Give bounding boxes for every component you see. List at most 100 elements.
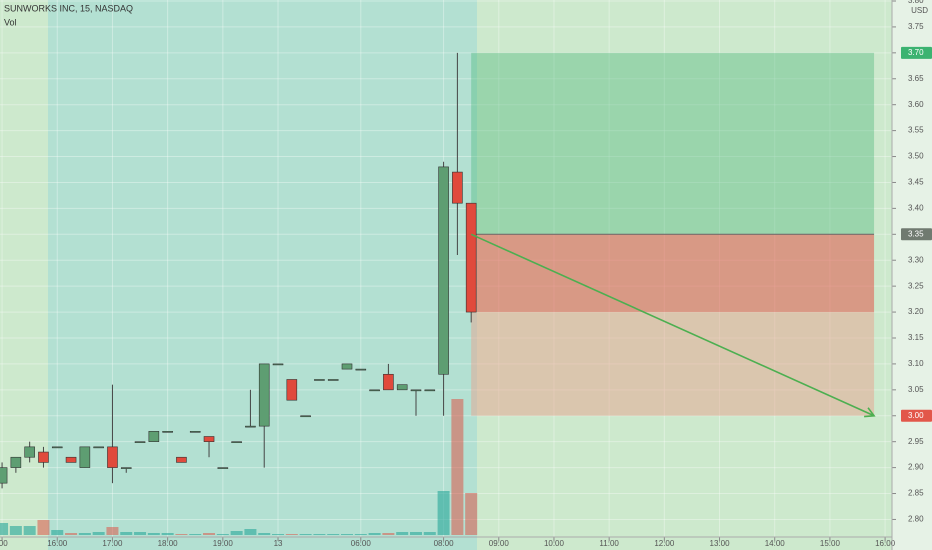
candle-body (355, 368, 367, 371)
candle-body (79, 446, 91, 468)
x-tick-label: 09:00 (489, 539, 510, 548)
volume-bar (147, 533, 160, 535)
x-tick-label: 11:00 (599, 539, 619, 548)
x-tick-label: 13 (274, 539, 283, 548)
candle-body (245, 425, 256, 428)
y-tick-label: 2.80 (908, 515, 924, 524)
candle-body (258, 363, 270, 427)
candle-body (189, 431, 201, 433)
candle-body (107, 446, 118, 468)
y-tick-label: 3.50 (908, 152, 924, 161)
volume-bar (23, 526, 36, 535)
price-tag-label: 3.35 (908, 229, 924, 238)
candle-body (300, 415, 311, 418)
volume-bar (106, 527, 119, 535)
candle-body (162, 431, 173, 433)
y-tick-label: 3.05 (908, 385, 924, 394)
candle-body (465, 202, 477, 313)
candle-body (231, 441, 242, 443)
candle-body (341, 363, 353, 370)
x-tick-label: 10:00 (544, 539, 565, 548)
x-tick-label: 16:00 (47, 539, 68, 548)
stop-zone (471, 234, 875, 313)
y-tick-label: 3.20 (908, 307, 924, 316)
candle-body (24, 446, 35, 458)
candle-body (383, 373, 394, 391)
volume-bar (134, 532, 147, 535)
y-tick-label: 2.90 (908, 463, 924, 472)
x-tick-label: 13:00 (710, 539, 731, 548)
x-tick-label: 16:00 (875, 539, 896, 548)
volume-bar (451, 399, 464, 535)
volume-bar (189, 534, 202, 535)
volume-bar (354, 534, 367, 535)
volume-bar (285, 534, 298, 535)
volume-bar (216, 534, 229, 535)
y-tick-label: 3.45 (908, 178, 924, 187)
y-tick-label: 3.30 (908, 255, 924, 264)
x-tick-label: 15:00 (820, 539, 841, 548)
candle-body (51, 446, 63, 449)
x-tick-label: 14:00 (765, 539, 786, 548)
candle-body (203, 436, 215, 442)
candle-body (65, 456, 77, 463)
volume-bar (437, 491, 450, 535)
volume-bar (230, 531, 243, 535)
x-tick-label: 17:00 (102, 539, 123, 548)
volume-bar (341, 534, 354, 535)
volume-bar (465, 493, 478, 535)
volume-bar (244, 529, 257, 535)
volume-bar (409, 532, 422, 535)
volume-bar (423, 532, 436, 535)
y-tick-label: 3.55 (908, 126, 924, 135)
volume-bar (368, 533, 381, 535)
y-tick-label: 2.85 (908, 489, 924, 498)
y-tick-label: 3.75 (908, 22, 924, 31)
volume-bar (78, 533, 91, 535)
x-tick-label: :00 (0, 539, 8, 548)
volume-bar (37, 520, 50, 535)
price-axis-bg (892, 0, 932, 550)
volume-bar (161, 533, 174, 535)
candle-body (286, 379, 298, 401)
candle-body (10, 456, 22, 468)
candle-body (93, 446, 104, 449)
volume-bar (65, 533, 78, 535)
volume-bar (92, 532, 105, 535)
candle-body (38, 451, 49, 463)
volume-bar (258, 533, 271, 535)
target-zone (471, 52, 875, 235)
volume-bar (396, 532, 409, 535)
volume-bar (299, 534, 312, 535)
price-tag (901, 46, 932, 59)
candle-body (217, 467, 229, 469)
y-tick-label: 3.10 (908, 359, 924, 368)
volume-bar (9, 526, 22, 535)
candle-body (396, 384, 408, 391)
candle-body (176, 456, 187, 463)
candle-body (272, 363, 284, 366)
x-tick-label: 19:00 (213, 539, 234, 548)
y-tick-label: 2.95 (908, 437, 924, 446)
candle-body (452, 171, 463, 204)
candle-body (410, 389, 422, 392)
candle-body (369, 389, 380, 392)
x-tick-label: 08:00 (434, 539, 455, 548)
volume-bar (272, 534, 285, 535)
extension-zone (471, 312, 875, 416)
volume-bar (175, 534, 188, 535)
volume-bar (51, 530, 64, 535)
x-tick-label: 06:00 (351, 539, 372, 548)
y-tick-label: 3.15 (908, 333, 924, 342)
y-tick-label: 3.80 (908, 0, 924, 5)
chart-title: SUNWORKS INC, 15, NASDAQ (4, 3, 133, 13)
volume-bar (120, 532, 133, 535)
candle-body (314, 379, 325, 381)
volume-bar (382, 533, 395, 535)
candle-body (424, 389, 436, 392)
candle-body (0, 467, 8, 484)
candle-body (134, 441, 146, 443)
arrow-head (864, 407, 876, 418)
